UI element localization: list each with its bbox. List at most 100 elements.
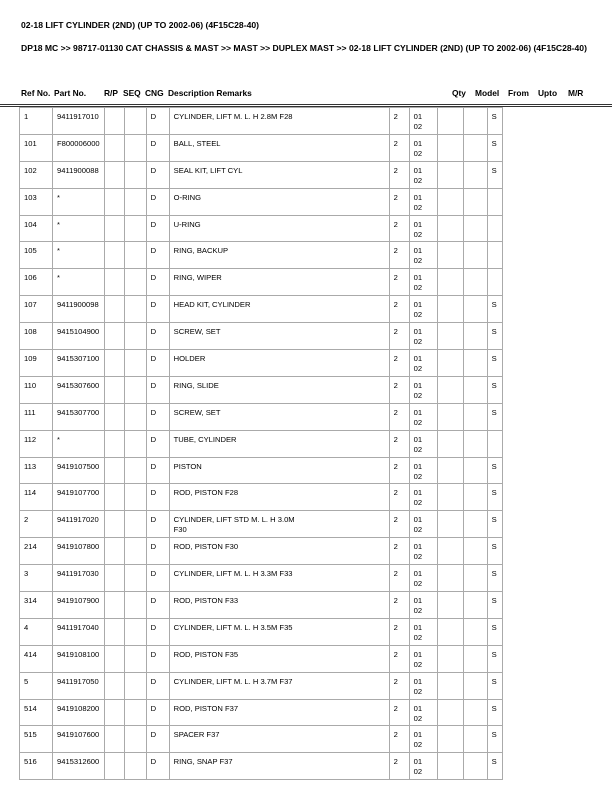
cell-seq xyxy=(123,591,147,619)
cell-ref-no: 105 xyxy=(19,241,53,270)
cell-qty: 2 xyxy=(388,187,410,216)
column-header-description: Description Remarks xyxy=(168,88,252,98)
cell-cng: D xyxy=(145,671,170,700)
cell-ref-no: 2 xyxy=(19,510,53,539)
cell-rp xyxy=(103,295,125,324)
cell-cng: D xyxy=(145,187,170,216)
cell-qty: 2 xyxy=(388,322,410,351)
cell-model: 01 02 xyxy=(408,617,438,646)
cell-description: TUBE, CYLINDER xyxy=(168,429,390,458)
cell-part-no: F800006000 xyxy=(52,133,105,162)
column-header-model: Model xyxy=(475,88,500,98)
cell-mr: S xyxy=(486,107,503,135)
column-header-cng: CNG xyxy=(145,88,164,98)
cell-qty: 2 xyxy=(388,402,410,431)
cell-model: 01 02 xyxy=(408,564,438,593)
cell-cng: D xyxy=(145,644,170,673)
cell-rp xyxy=(103,752,125,781)
cell-part-no: 9415104900 xyxy=(52,322,105,351)
cell-qty: 2 xyxy=(388,644,410,673)
table-row: 1 9411917010 D CYLINDER, LIFT M. L. H 2.8M … xyxy=(19,107,503,135)
cell-cng: D xyxy=(145,241,170,270)
cell-seq xyxy=(123,349,147,377)
table-row: 515 9419107600 D SPACER F37 2 01 02 S xyxy=(19,725,503,754)
cell-from xyxy=(436,295,464,324)
cell-from xyxy=(436,268,464,297)
cell-from xyxy=(436,133,464,162)
cell-part-no: 9419107900 xyxy=(52,591,105,619)
cell-ref-no: 515 xyxy=(19,725,53,754)
cell-seq xyxy=(123,295,147,324)
cell-upto xyxy=(462,698,488,727)
cell-rp xyxy=(103,725,125,754)
cell-from xyxy=(436,107,464,135)
cell-description: ROD, PISTON F28 xyxy=(168,483,390,512)
column-header-rp: R/P xyxy=(104,88,118,98)
cell-ref-no: 106 xyxy=(19,268,53,297)
cell-description: RING, SNAP F37 xyxy=(168,752,390,781)
cell-description: U-RING xyxy=(168,214,390,243)
cell-qty: 2 xyxy=(388,295,410,324)
cell-ref-no: 101 xyxy=(19,133,53,162)
cell-mr: S xyxy=(486,537,503,566)
cell-qty: 2 xyxy=(388,671,410,700)
cell-cng: D xyxy=(145,375,170,404)
cell-part-no: 9411917020 xyxy=(52,510,105,539)
table-row: 108 9415104900 D SCREW, SET 2 01 02 S xyxy=(19,322,503,351)
cell-qty: 2 xyxy=(388,160,410,189)
cell-ref-no: 104 xyxy=(19,214,53,243)
cell-part-no: * xyxy=(52,214,105,243)
cell-model: 01 02 xyxy=(408,322,438,351)
cell-ref-no: 114 xyxy=(19,483,53,512)
cell-seq xyxy=(123,107,147,135)
cell-part-no: 9419107700 xyxy=(52,483,105,512)
cell-rp xyxy=(103,510,125,539)
cell-description: SPACER F37 xyxy=(168,725,390,754)
cell-rp xyxy=(103,322,125,351)
cell-rp xyxy=(103,107,125,135)
cell-description: O-RING xyxy=(168,187,390,216)
table-row: 214 9419107800 D ROD, PISTON F30 2 01 02 S xyxy=(19,537,503,566)
cell-model: 01 02 xyxy=(408,187,438,216)
cell-seq xyxy=(123,456,147,485)
cell-from xyxy=(436,510,464,539)
cell-mr xyxy=(486,187,503,216)
table-row: 103 * D O-RING 2 01 02 xyxy=(19,187,503,216)
cell-part-no: * xyxy=(52,268,105,297)
cell-cng: D xyxy=(145,268,170,297)
cell-part-no: 9411900098 xyxy=(52,295,105,324)
cell-part-no: * xyxy=(52,187,105,216)
cell-upto xyxy=(462,429,488,458)
cell-upto xyxy=(462,349,488,377)
cell-qty: 2 xyxy=(388,241,410,270)
cell-ref-no: 3 xyxy=(19,564,53,593)
cell-seq xyxy=(123,268,147,297)
cell-from xyxy=(436,375,464,404)
cell-seq xyxy=(123,752,147,781)
cell-seq xyxy=(123,160,147,189)
cell-qty: 2 xyxy=(388,429,410,458)
cell-ref-no: 5 xyxy=(19,671,53,700)
parts-table: 1 9411917010 D CYLINDER, LIFT M. L. H 2.8M … xyxy=(19,107,503,781)
table-row: 105 * D RING, BACKUP 2 01 02 xyxy=(19,241,503,270)
cell-rp xyxy=(103,160,125,189)
cell-description: RING, BACKUP xyxy=(168,241,390,270)
cell-cng: D xyxy=(145,349,170,377)
cell-seq xyxy=(123,698,147,727)
cell-description: CYLINDER, LIFT M. L. H 2.8M F28 xyxy=(168,107,390,135)
cell-from xyxy=(436,698,464,727)
cell-cng: D xyxy=(145,456,170,485)
cell-rp xyxy=(103,187,125,216)
cell-from xyxy=(436,591,464,619)
cell-seq xyxy=(123,483,147,512)
cell-model: 01 02 xyxy=(408,725,438,754)
cell-description: BALL, STEEL xyxy=(168,133,390,162)
cell-cng: D xyxy=(145,617,170,646)
cell-qty: 2 xyxy=(388,214,410,243)
cell-mr: S xyxy=(486,295,503,324)
cell-cng: D xyxy=(145,160,170,189)
cell-upto xyxy=(462,671,488,700)
cell-qty: 2 xyxy=(388,725,410,754)
column-header-ref-no: Ref No. xyxy=(21,88,51,98)
cell-description: CYLINDER, LIFT M. L. H 3.7M F37 xyxy=(168,671,390,700)
